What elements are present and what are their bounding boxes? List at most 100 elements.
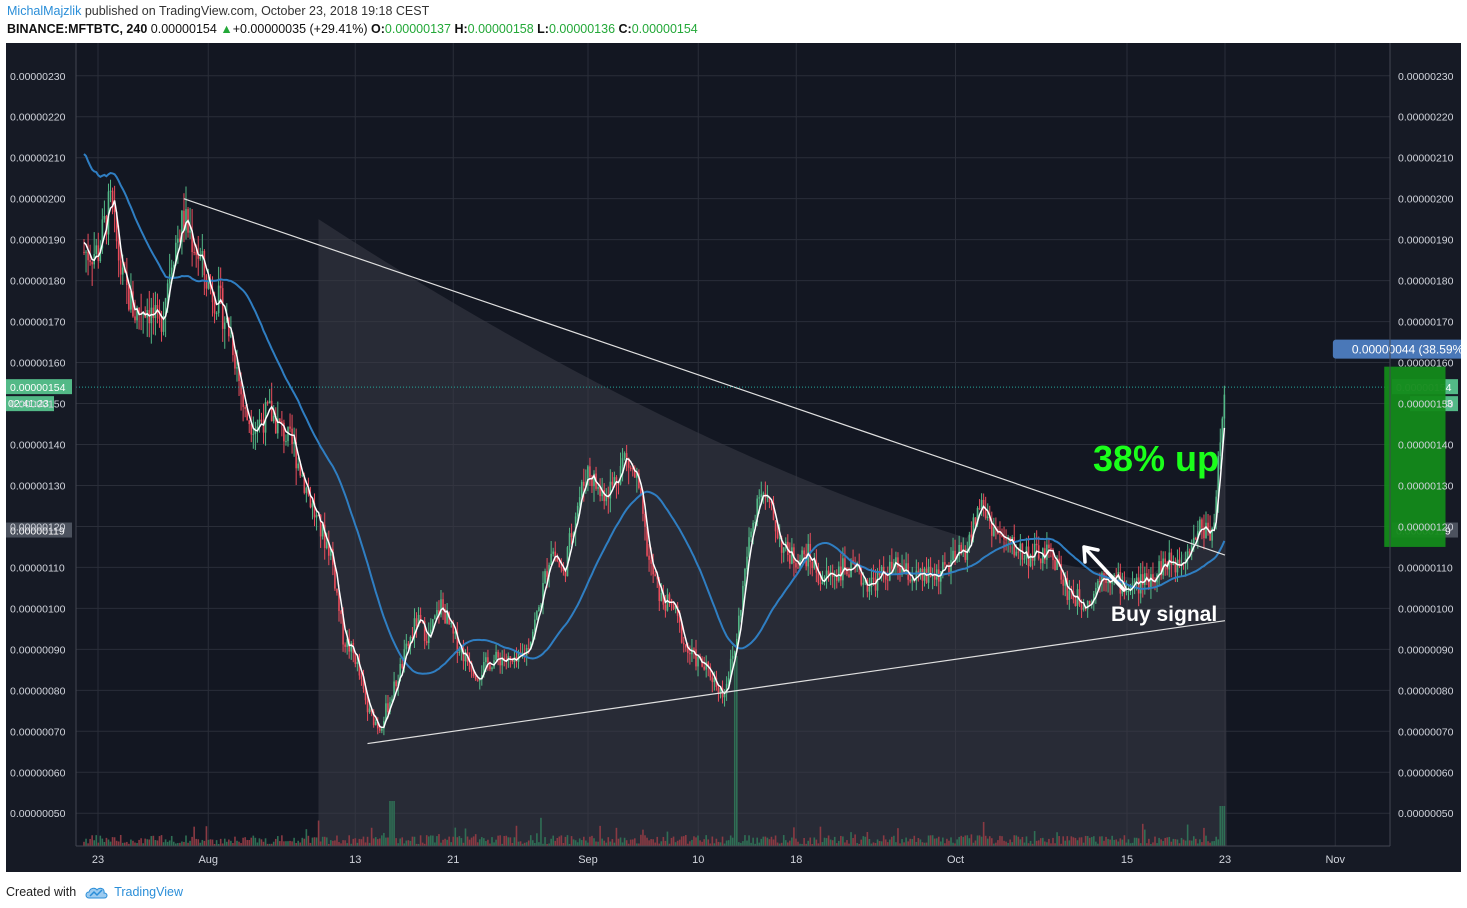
chart-area[interactable]: 0.0000015402:41:230.0000015402:41:230.00… xyxy=(6,43,1461,872)
volume-bar xyxy=(358,838,361,846)
volume-bar xyxy=(442,839,444,846)
candle-body xyxy=(430,629,432,633)
candle-body xyxy=(846,567,848,575)
candle-body xyxy=(1215,496,1217,523)
candle-body xyxy=(270,400,273,422)
candle-body xyxy=(391,698,393,703)
volume-bar xyxy=(262,841,265,846)
volume-bar xyxy=(499,835,501,846)
volume-bar xyxy=(336,835,338,846)
volume-bar xyxy=(766,837,769,846)
volume-bar xyxy=(203,840,206,846)
candle-body xyxy=(344,644,346,647)
volume-bar xyxy=(221,843,224,846)
candle-body xyxy=(175,242,177,266)
volume-bar xyxy=(691,839,693,846)
volume-bar xyxy=(105,837,108,846)
candle-body xyxy=(1031,555,1034,561)
tradingview-link[interactable]: TradingView xyxy=(84,885,183,899)
candle-body xyxy=(776,531,779,539)
candle-body xyxy=(1042,548,1044,564)
volume-bar xyxy=(803,837,805,846)
volume-bar xyxy=(548,843,550,846)
volume-bar xyxy=(733,656,736,846)
candle-body xyxy=(911,578,914,582)
candle-body xyxy=(844,558,846,568)
volume-bar xyxy=(911,839,914,846)
volume-bar xyxy=(223,838,226,846)
volume-bar xyxy=(799,843,801,846)
candle-body xyxy=(464,652,467,662)
candle-body xyxy=(195,252,197,255)
volume-bar xyxy=(521,843,524,846)
volume-bar xyxy=(723,843,726,846)
candle-body xyxy=(495,651,497,661)
candle-body xyxy=(954,550,956,559)
volume-bar xyxy=(534,842,536,846)
last-price-label-left: 0.00000154 xyxy=(10,382,66,394)
candle-body xyxy=(152,307,155,319)
volume-bar xyxy=(89,838,91,846)
buy-signal-arrow-icon xyxy=(1082,545,1126,592)
candle-body xyxy=(860,567,863,585)
author-link[interactable]: MichalMajzlik xyxy=(7,4,82,18)
candle-body xyxy=(1203,527,1205,539)
candle-body xyxy=(1080,604,1083,610)
volume-bar xyxy=(893,835,895,846)
price-chart[interactable]: 0.0000015402:41:230.0000015402:41:230.00… xyxy=(6,43,1461,872)
volume-bar xyxy=(478,839,481,846)
candle-body xyxy=(527,648,530,650)
symbol-name[interactable]: BINANCE:MFTBTC, 240 xyxy=(7,22,148,36)
candle-body xyxy=(219,285,222,289)
candle-body xyxy=(160,318,163,332)
candle-body xyxy=(1160,561,1162,576)
candle-body xyxy=(668,594,671,600)
volume-bar xyxy=(332,840,334,846)
volume-bar xyxy=(374,837,377,846)
candle-body xyxy=(254,428,257,434)
candle-body xyxy=(162,316,165,332)
volume-bar xyxy=(1050,843,1052,846)
candle-body xyxy=(811,561,814,569)
candle-body xyxy=(629,467,632,469)
volume-bar xyxy=(1197,843,1199,846)
candle-body xyxy=(325,542,328,549)
candle-body xyxy=(191,230,193,253)
candle-body xyxy=(772,502,775,521)
volume-bar xyxy=(154,840,157,846)
volume-bar xyxy=(256,842,259,846)
candle-body xyxy=(1170,552,1173,565)
volume-bar xyxy=(291,841,293,846)
y-tick-label-right: 0.00000230 xyxy=(1398,71,1454,83)
candle-body xyxy=(330,548,332,556)
candle-body xyxy=(544,571,546,584)
candle-body xyxy=(899,567,901,575)
annotation-buy-signal: Buy signal xyxy=(1111,603,1217,626)
volume-bar xyxy=(866,832,869,846)
candle-body xyxy=(640,487,642,496)
volume-bar xyxy=(713,843,716,846)
volume-bar xyxy=(1184,840,1187,846)
volume-bar xyxy=(597,841,599,846)
volume-bar xyxy=(385,837,387,846)
volume-bar xyxy=(1129,843,1132,846)
candle-body xyxy=(603,490,605,502)
candle-body xyxy=(346,639,348,647)
volume-bar xyxy=(1219,806,1222,846)
volume-bar xyxy=(142,843,144,846)
volume-bar xyxy=(617,838,620,846)
candle-body xyxy=(960,544,962,552)
volume-bar xyxy=(156,840,159,846)
volume-bar xyxy=(668,843,671,846)
candle-body xyxy=(1029,555,1032,567)
volume-bar xyxy=(948,840,950,846)
candle-body xyxy=(619,465,622,485)
y-tick-label-right: 0.00000180 xyxy=(1398,276,1454,288)
volume-bar xyxy=(678,839,681,846)
volume-bar xyxy=(1215,836,1217,846)
candle-body xyxy=(676,606,679,616)
volume-bar xyxy=(772,839,775,846)
candle-body xyxy=(560,567,563,569)
volume-bar xyxy=(1115,839,1118,846)
volume-bar xyxy=(289,840,291,846)
